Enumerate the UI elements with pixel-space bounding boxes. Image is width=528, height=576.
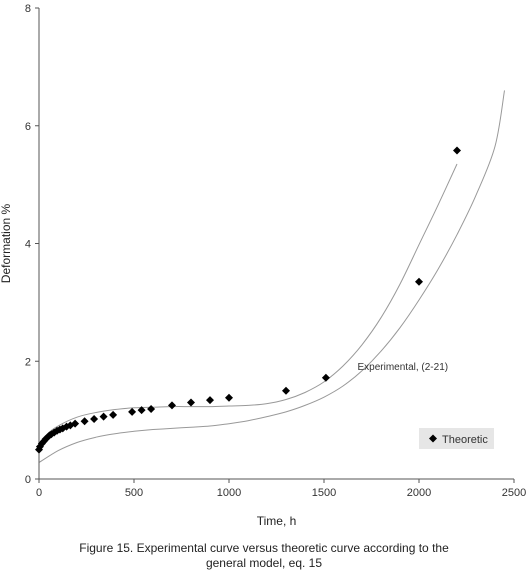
data-point <box>99 412 108 421</box>
points-layer <box>35 146 461 454</box>
y-tick-label: 0 <box>25 474 31 486</box>
y-tick-label: 4 <box>25 239 31 251</box>
x-tick-label: 1500 <box>312 487 336 499</box>
x-axis-title: Time, h <box>257 514 297 528</box>
caption-line-2: general model, eq. 15 <box>205 556 323 570</box>
data-point <box>137 406 146 415</box>
data-point <box>321 373 330 382</box>
upper-curve <box>38 163 458 451</box>
curve-annotation: Experimental, (2-21) <box>358 362 449 373</box>
data-point <box>415 277 423 286</box>
data-point <box>90 414 99 423</box>
chart: 0 500 1000 1500 2000 2500 0 2 4 6 8 Experimental, … <box>0 3 526 528</box>
legend-box <box>419 428 494 449</box>
legend-marker-diamond <box>429 434 437 443</box>
data-point <box>168 401 176 410</box>
caption-line-1: Figure 15. Experimental curve versus the… <box>79 541 449 555</box>
y-tick-label: 2 <box>25 356 31 368</box>
x-tick-label: 2500 <box>502 487 526 499</box>
data-point <box>147 404 156 413</box>
curves-layer <box>38 90 505 463</box>
lower-curve <box>38 90 505 463</box>
y-tick-label: 6 <box>25 121 31 133</box>
data-point <box>225 393 233 402</box>
ticks-layer: 0 500 1000 1500 2000 2500 0 2 4 6 8 <box>25 3 526 499</box>
data-point <box>128 407 137 416</box>
legend: Theoretic <box>419 428 494 449</box>
y-tick-label: 8 <box>25 3 31 15</box>
axes <box>38 8 514 480</box>
legend-label: Theoretic <box>442 434 488 446</box>
x-tick-label: 500 <box>125 487 143 499</box>
data-point <box>187 398 195 407</box>
data-point <box>71 419 80 428</box>
data-point <box>80 417 89 426</box>
x-tick-label: 2000 <box>407 487 431 499</box>
x-tick-label: 0 <box>36 487 42 499</box>
x-tick-label: 1000 <box>217 487 241 499</box>
data-point <box>109 410 118 419</box>
data-point <box>282 386 290 395</box>
y-axis-title: Deformation % <box>0 203 13 283</box>
data-point <box>206 396 214 405</box>
figure-caption: Figure 15. Experimental curve versus the… <box>0 541 528 571</box>
data-point <box>453 146 461 155</box>
